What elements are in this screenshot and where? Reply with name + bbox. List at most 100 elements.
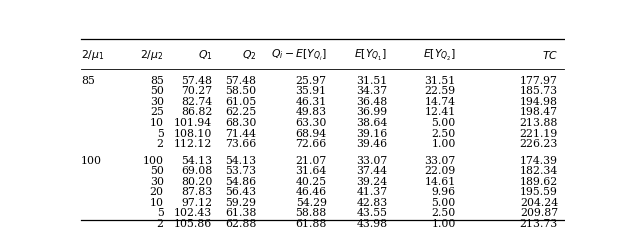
Text: 80.20: 80.20: [181, 177, 212, 187]
Text: 49.83: 49.83: [296, 107, 327, 117]
Text: 68.30: 68.30: [225, 118, 256, 128]
Text: 14.61: 14.61: [425, 177, 456, 187]
Text: 43.98: 43.98: [357, 219, 387, 229]
Text: 226.23: 226.23: [519, 139, 558, 149]
Text: 39.24: 39.24: [357, 177, 387, 187]
Text: 22.09: 22.09: [425, 166, 456, 176]
Text: $Q_2$: $Q_2$: [242, 49, 256, 62]
Text: 10: 10: [149, 118, 164, 128]
Text: 209.87: 209.87: [520, 208, 558, 218]
Text: 102.43: 102.43: [174, 208, 212, 218]
Text: 194.98: 194.98: [520, 97, 558, 107]
Text: 198.47: 198.47: [520, 107, 558, 117]
Text: 82.74: 82.74: [181, 97, 212, 107]
Text: 73.66: 73.66: [225, 139, 256, 149]
Text: 35.91: 35.91: [296, 86, 327, 96]
Text: 46.31: 46.31: [295, 97, 327, 107]
Text: 85: 85: [150, 76, 164, 86]
Text: 195.59: 195.59: [520, 187, 558, 197]
Text: 61.05: 61.05: [225, 97, 256, 107]
Text: 41.37: 41.37: [357, 187, 387, 197]
Text: $E[Y_{Q_2}]$: $E[Y_{Q_2}]$: [423, 48, 456, 63]
Text: 100: 100: [81, 155, 102, 166]
Text: 39.46: 39.46: [357, 139, 387, 149]
Text: 5: 5: [157, 208, 164, 218]
Text: 33.07: 33.07: [356, 155, 387, 166]
Text: 189.62: 189.62: [519, 177, 558, 187]
Text: 50: 50: [150, 86, 164, 96]
Text: 5: 5: [157, 129, 164, 139]
Text: 22.59: 22.59: [425, 86, 456, 96]
Text: 43.55: 43.55: [357, 208, 387, 218]
Text: 213.73: 213.73: [519, 219, 558, 229]
Text: $E[Y_{Q_1}]$: $E[Y_{Q_1}]$: [354, 48, 387, 63]
Text: 108.10: 108.10: [174, 129, 212, 139]
Text: 5.00: 5.00: [431, 198, 456, 208]
Text: 61.38: 61.38: [225, 208, 256, 218]
Text: 21.07: 21.07: [295, 155, 327, 166]
Text: $2/\mu_2$: $2/\mu_2$: [140, 48, 164, 62]
Text: 2: 2: [156, 219, 164, 229]
Text: 5.00: 5.00: [431, 118, 456, 128]
Text: 61.88: 61.88: [295, 219, 327, 229]
Text: 70.27: 70.27: [181, 86, 212, 96]
Text: 30: 30: [149, 177, 164, 187]
Text: 101.94: 101.94: [174, 118, 212, 128]
Text: 54.13: 54.13: [181, 155, 212, 166]
Text: 112.12: 112.12: [174, 139, 212, 149]
Text: 39.16: 39.16: [356, 129, 387, 139]
Text: 182.34: 182.34: [519, 166, 558, 176]
Text: 12.41: 12.41: [425, 107, 456, 117]
Text: 50: 50: [150, 166, 164, 176]
Text: 100: 100: [143, 155, 164, 166]
Text: 57.48: 57.48: [225, 76, 256, 86]
Text: 57.48: 57.48: [181, 76, 212, 86]
Text: 2.50: 2.50: [431, 129, 456, 139]
Text: $2/\mu_1$: $2/\mu_1$: [81, 48, 104, 62]
Text: 58.88: 58.88: [295, 208, 327, 218]
Text: 56.43: 56.43: [225, 187, 256, 197]
Text: 36.99: 36.99: [357, 107, 387, 117]
Text: 31.51: 31.51: [356, 76, 387, 86]
Text: 86.82: 86.82: [181, 107, 212, 117]
Text: 58.50: 58.50: [225, 86, 256, 96]
Text: 85: 85: [81, 76, 95, 86]
Text: 40.25: 40.25: [296, 177, 327, 187]
Text: 54.86: 54.86: [225, 177, 256, 187]
Text: 59.29: 59.29: [225, 198, 256, 208]
Text: 31.64: 31.64: [295, 166, 327, 176]
Text: 10: 10: [149, 198, 164, 208]
Text: 37.44: 37.44: [357, 166, 387, 176]
Text: 174.39: 174.39: [520, 155, 558, 166]
Text: 25.97: 25.97: [296, 76, 327, 86]
Text: 63.30: 63.30: [295, 118, 327, 128]
Text: 62.88: 62.88: [225, 219, 256, 229]
Text: 2: 2: [156, 139, 164, 149]
Text: 53.73: 53.73: [225, 166, 256, 176]
Text: $Q_i - E[Y_{Q_i}]$: $Q_i - E[Y_{Q_i}]$: [271, 48, 327, 63]
Text: 221.19: 221.19: [519, 129, 558, 139]
Text: 105.86: 105.86: [174, 219, 212, 229]
Text: 1.00: 1.00: [431, 139, 456, 149]
Text: 54.13: 54.13: [225, 155, 256, 166]
Text: 31.51: 31.51: [425, 76, 456, 86]
Text: 62.25: 62.25: [225, 107, 256, 117]
Text: 72.66: 72.66: [295, 139, 327, 149]
Text: 25: 25: [150, 107, 164, 117]
Text: 34.37: 34.37: [357, 86, 387, 96]
Text: 69.08: 69.08: [181, 166, 212, 176]
Text: 46.46: 46.46: [296, 187, 327, 197]
Text: 30: 30: [149, 97, 164, 107]
Text: 87.83: 87.83: [181, 187, 212, 197]
Text: 20: 20: [149, 187, 164, 197]
Text: 68.94: 68.94: [296, 129, 327, 139]
Text: 33.07: 33.07: [425, 155, 456, 166]
Text: 71.44: 71.44: [225, 129, 256, 139]
Text: $TC$: $TC$: [542, 49, 558, 61]
Text: 38.64: 38.64: [356, 118, 387, 128]
Text: 42.83: 42.83: [356, 198, 387, 208]
Text: 54.29: 54.29: [296, 198, 327, 208]
Text: 97.12: 97.12: [181, 198, 212, 208]
Text: 1.00: 1.00: [431, 219, 456, 229]
Text: 177.97: 177.97: [520, 76, 558, 86]
